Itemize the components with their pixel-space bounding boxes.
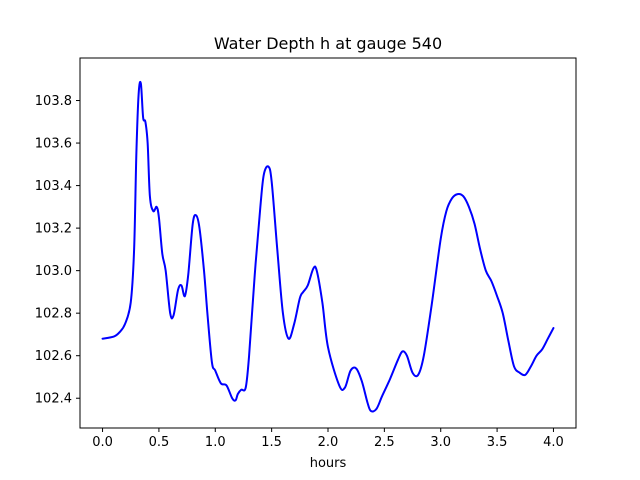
plot-area bbox=[101, 80, 555, 413]
y-tick-label: 103.2 bbox=[35, 222, 72, 237]
y-tick-label: 102.6 bbox=[35, 349, 72, 364]
y-tick-label: 102.4 bbox=[35, 392, 72, 407]
y-tick-label: 103.8 bbox=[35, 94, 72, 109]
x-axis: 0.0 0.5 1.0 1.5 2.0 2.5 3.0 3.5 4.0 bbox=[92, 428, 564, 450]
x-axis-label: hours bbox=[310, 456, 347, 471]
chart-title: Water Depth h at gauge 540 bbox=[214, 34, 442, 53]
x-tick-label: 2.0 bbox=[318, 435, 339, 450]
x-tick-label: 4.0 bbox=[543, 435, 564, 450]
y-tick-label: 103.6 bbox=[35, 137, 72, 152]
y-tick-label: 103.4 bbox=[35, 179, 72, 194]
x-tick-label: 3.5 bbox=[487, 435, 508, 450]
x-tick-label: 1.5 bbox=[261, 435, 282, 450]
series-line-water-depth bbox=[101, 80, 555, 413]
y-axis: 102.4 102.6 102.8 103.0 103.2 103.4 103.6 103.8 bbox=[35, 94, 80, 407]
y-tick-label: 103.0 bbox=[35, 264, 72, 279]
x-tick-label: 0.0 bbox=[92, 435, 113, 450]
y-tick-label: 102.8 bbox=[35, 307, 72, 322]
x-tick-label: 0.5 bbox=[149, 435, 170, 450]
x-tick-label: 1.0 bbox=[205, 435, 226, 450]
x-tick-label: 3.0 bbox=[430, 435, 451, 450]
x-tick-label: 2.5 bbox=[374, 435, 395, 450]
